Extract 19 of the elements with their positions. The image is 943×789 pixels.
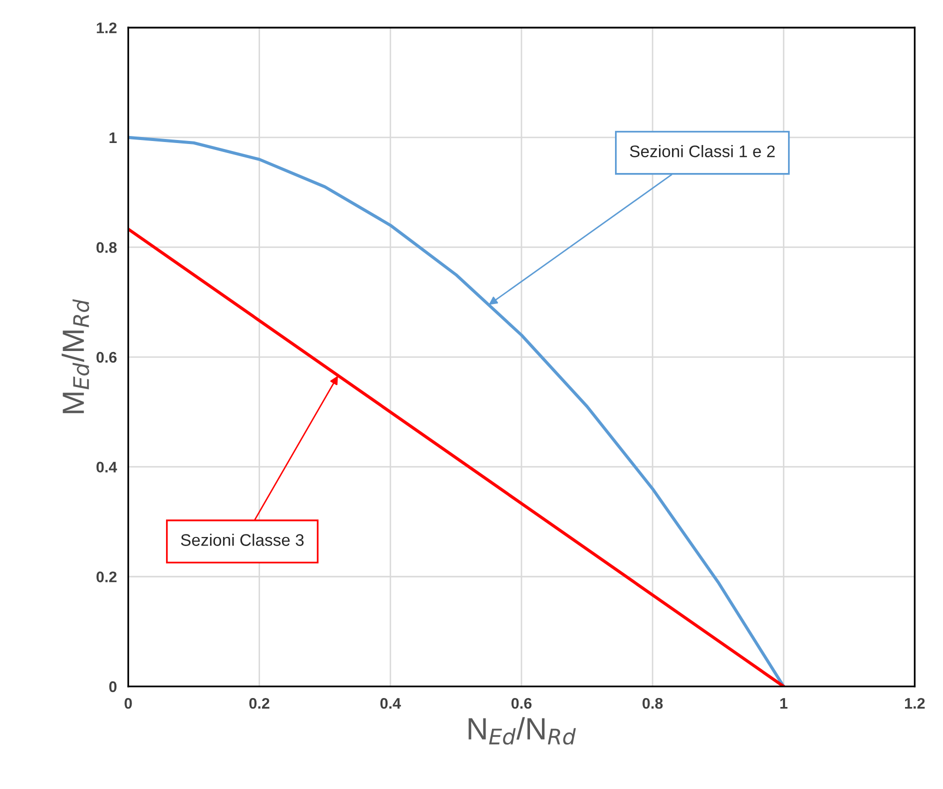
line-series (128, 136, 786, 686)
x-tick-label: 0.2 (249, 698, 270, 709)
y-tick-label: 0.2 (96, 571, 117, 582)
x-tick-label: 0.4 (380, 698, 401, 709)
y-tick-label: 0.4 (96, 462, 118, 473)
y-tick-label: 1 (110, 132, 117, 143)
x-tick-label: 1.2 (905, 698, 925, 709)
y-tick-label: 1.2 (96, 22, 117, 34)
annotation: Sezioni Classi 1 e 2 (630, 145, 775, 158)
x-tick-label: 0.8 (642, 698, 663, 709)
x-tick-label: 1 (780, 698, 788, 709)
y-tick-label: 0 (109, 681, 117, 692)
y-tick-label: 0.8 (96, 242, 117, 253)
x-tick-label: 0.6 (511, 698, 532, 709)
y-tick-label: 0.6 (96, 352, 117, 363)
x-axis-title: N$_{Ed}$/N$_{Rd}$ (468, 717, 576, 745)
y-axis-title: M$_{Ed}$/M$_{Rd}$ (62, 299, 90, 414)
annotation: Sezioni Classe 3 (180, 534, 304, 546)
x-tick-label: 0 (124, 698, 132, 709)
